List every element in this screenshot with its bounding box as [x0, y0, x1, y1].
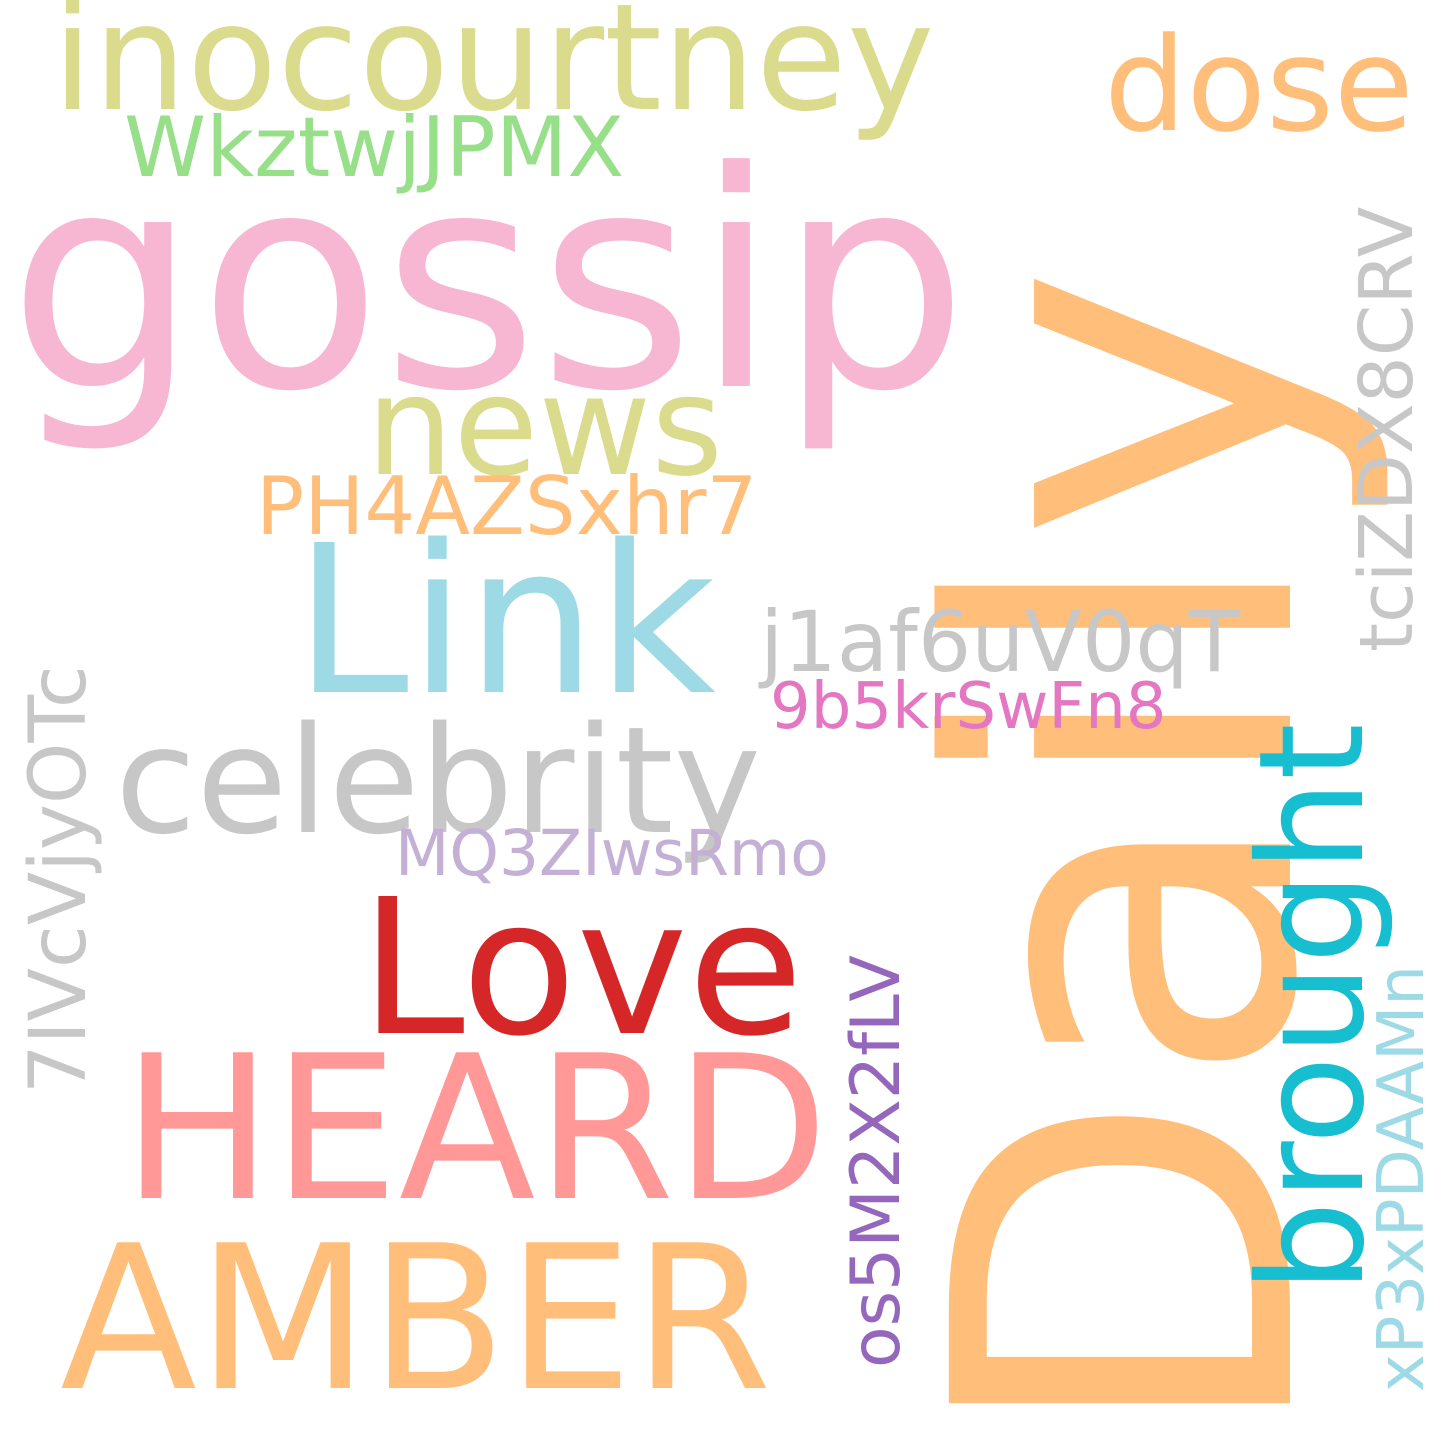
word-love: Love: [360, 859, 804, 1078]
word-heard: HEARD: [122, 1013, 829, 1246]
word-celebrity: celebrity: [115, 695, 762, 867]
word-9b5krswfn8: 9b5krSwFn8: [770, 670, 1167, 744]
word-news: news: [366, 346, 724, 507]
word-ph4azsxhr7: PH4AZSxhr7: [256, 460, 758, 553]
word-gossip: gossip: [8, 108, 969, 457]
word-brought: brought: [1228, 723, 1397, 1293]
word-mq3ziwsrmo: MQ3ZIwsRmo: [395, 817, 829, 890]
word-link: Link: [294, 501, 716, 741]
word-7ivcvjyotc: 7IVcVjyOTc: [14, 665, 104, 1094]
word-amber: AMBER: [60, 1203, 772, 1436]
word-wkztwjjpmx: WkztwjJPMX: [124, 99, 625, 196]
word-os5m2x2flv: os5M2X2fLV: [837, 955, 916, 1368]
word-j1af6uv0qt: j1af6uV0qT: [760, 593, 1241, 691]
word-dose: dose: [1104, 9, 1414, 161]
word-xp3xpdaamn: xP3xPDAAMn: [1365, 965, 1439, 1392]
word-ticzdx8crv: tciZDX8CRV: [1344, 206, 1430, 652]
word-inocourtney: inocourtney: [52, 0, 935, 144]
